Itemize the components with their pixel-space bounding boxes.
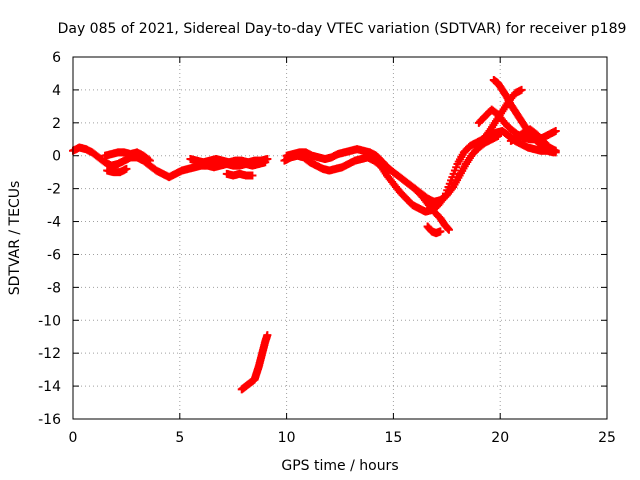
data-point [263,155,272,164]
grid [73,57,607,419]
data-point [444,225,453,234]
x-tick-label: 0 [69,430,78,446]
chart-title: Day 085 of 2021, Sidereal Day-to-day VTE… [58,21,627,37]
x-tick-label: 25 [598,430,616,446]
x-tick-label: 15 [384,430,402,446]
data-point [517,85,526,94]
series-track-6 [237,331,272,394]
series-track-10 [423,222,445,238]
y-tick-label: -14 [38,379,61,395]
data-point [122,164,131,173]
y-tick-label: 6 [52,50,61,66]
x-tick-label: 10 [278,430,296,446]
y-axis-label: SDTVAR / TECUs [7,181,23,296]
series-track-14 [506,125,560,155]
y-tick-label: -10 [38,313,61,329]
data-point [494,131,503,140]
y-tick-label: 0 [52,149,61,165]
series-track-5 [222,169,257,180]
y-tick-label: -8 [47,280,61,296]
y-tick-label: -2 [47,182,61,198]
data-point [551,127,560,136]
data-point [145,156,154,165]
series-track-4 [186,155,272,167]
axis-ticks [72,56,608,420]
y-tick-label: -16 [38,412,61,428]
y-tick-label: -6 [47,247,61,263]
plot-frame [72,56,608,420]
y-tick-label: -4 [47,215,61,231]
data-point [263,331,272,340]
y-tick-label: 2 [52,116,61,132]
data-point [436,227,445,236]
series-track-9 [410,184,453,234]
y-tick-label: -12 [38,346,61,362]
data-points [69,76,560,394]
x-tick-label: 20 [491,430,509,446]
data-point [248,171,257,180]
series-track-2 [101,148,154,165]
series-track-13 [479,85,526,144]
data-point [551,146,560,155]
series-track-3 [103,164,131,177]
y-tick-label: 4 [52,83,61,99]
x-axis-label: GPS time / hours [281,458,398,474]
x-tick-label: 5 [175,430,184,446]
